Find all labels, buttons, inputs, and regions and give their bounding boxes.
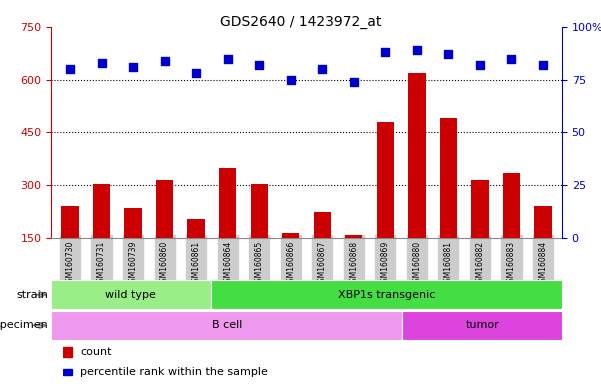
Bar [63,369,72,376]
Text: B cell: B cell [212,320,242,331]
Bar [61,207,79,238]
Bar [345,235,362,238]
Bar [124,208,142,238]
Point [65,66,75,72]
Point [160,58,169,64]
Bar [219,168,236,238]
Text: wild type: wild type [105,290,156,300]
Bar [51,280,211,309]
Point [128,64,138,70]
Bar [211,280,562,309]
Text: XBP1s transgenic: XBP1s transgenic [338,290,435,300]
Point [507,56,516,62]
Text: tumor: tumor [465,320,499,331]
Bar [402,311,562,340]
Bar [251,184,268,238]
Point [412,47,422,53]
Bar [93,184,110,238]
Point [254,62,264,68]
Bar [282,233,299,238]
Point [380,49,390,55]
Text: percentile rank within the sample: percentile rank within the sample [80,367,268,377]
Bar [440,118,457,238]
Bar [314,212,331,238]
Bar [156,180,173,238]
Bar [63,346,72,357]
Bar [377,122,394,238]
Bar [51,311,402,340]
Bar [471,180,489,238]
Point [191,70,201,76]
Text: specimen: specimen [0,320,48,331]
Bar [503,173,520,238]
Point [444,51,453,58]
Point [475,62,485,68]
Text: count: count [80,347,111,357]
Bar [534,207,552,238]
Text: GDS2640 / 1423972_at: GDS2640 / 1423972_at [220,15,381,29]
Point [97,60,106,66]
Bar [188,219,205,238]
Text: strain: strain [16,290,48,300]
Point [349,79,359,85]
Point [286,77,296,83]
Bar [408,73,426,238]
Point [223,56,233,62]
Point [538,62,548,68]
Point [317,66,327,72]
